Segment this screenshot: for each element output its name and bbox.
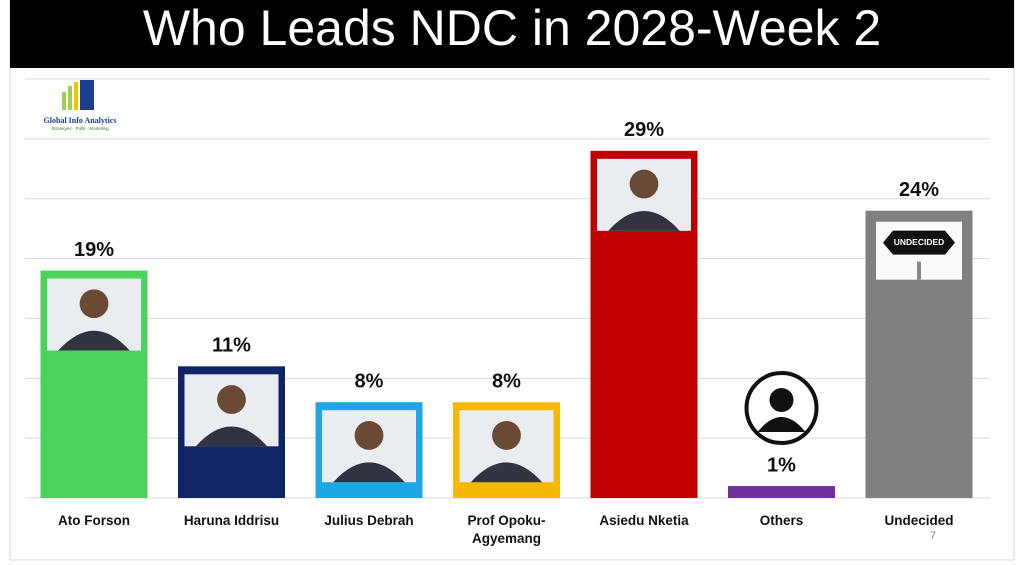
sign-text: UNDECIDED (894, 237, 945, 247)
bar-decoration (459, 410, 554, 483)
photo-body (195, 426, 268, 447)
bar-decoration: UNDECIDED (876, 221, 962, 280)
logo-bar (80, 80, 94, 110)
bar-decoration (744, 371, 819, 446)
value-label: 11% (212, 335, 251, 357)
logo-bar (62, 92, 66, 110)
chart-title: Who Leads NDC in 2028-Week 2 (143, 0, 881, 56)
value-label: 8% (492, 371, 521, 393)
x-tick-label: Undecided (884, 513, 954, 528)
logo: Global Info Analytics Strategies · Polls… (44, 80, 117, 131)
photo-body (58, 330, 130, 351)
avatar-head (769, 388, 794, 413)
photo-head (217, 385, 246, 414)
x-tick-label: Prof Opoku-Agyemang (467, 513, 546, 546)
bar-decoration (184, 374, 279, 447)
value-label: 19% (74, 239, 114, 261)
page-number: 7 (930, 531, 936, 542)
sign-board (883, 230, 955, 255)
photo-head (629, 169, 659, 199)
value-label: 1% (767, 454, 796, 476)
x-tick-label: Ato Forson (58, 513, 130, 528)
photo-body (470, 462, 543, 483)
bar-decoration (322, 410, 416, 483)
x-tick-label: Asiedu Nketia (599, 513, 689, 528)
logo-name: Global Info Analytics (44, 116, 117, 125)
value-label: 29% (624, 119, 664, 141)
x-tick-label: Julius Debrah (324, 513, 414, 528)
logo-tagline: Strategies · Polls · Modelling (51, 126, 109, 131)
logo-bar (68, 86, 72, 110)
bar-decoration (47, 278, 141, 351)
value-label: 8% (355, 371, 384, 393)
value-label: 24% (899, 179, 939, 201)
x-tick-label: Others (759, 513, 804, 528)
bar (728, 486, 835, 498)
photo-head (492, 421, 521, 450)
photo-body (608, 211, 680, 231)
photo-head (79, 289, 109, 319)
sign-post (917, 261, 921, 280)
avatar-body (757, 417, 806, 433)
logo-bar (74, 82, 78, 110)
photo-head (354, 421, 384, 450)
x-tick-label: Haruna Iddrisu (183, 513, 280, 528)
title-bar (10, 0, 1014, 68)
bar-decoration (597, 158, 691, 231)
photo-body (333, 462, 405, 483)
